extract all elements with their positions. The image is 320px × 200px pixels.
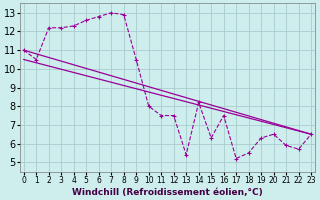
X-axis label: Windchill (Refroidissement éolien,°C): Windchill (Refroidissement éolien,°C) [72,188,263,197]
